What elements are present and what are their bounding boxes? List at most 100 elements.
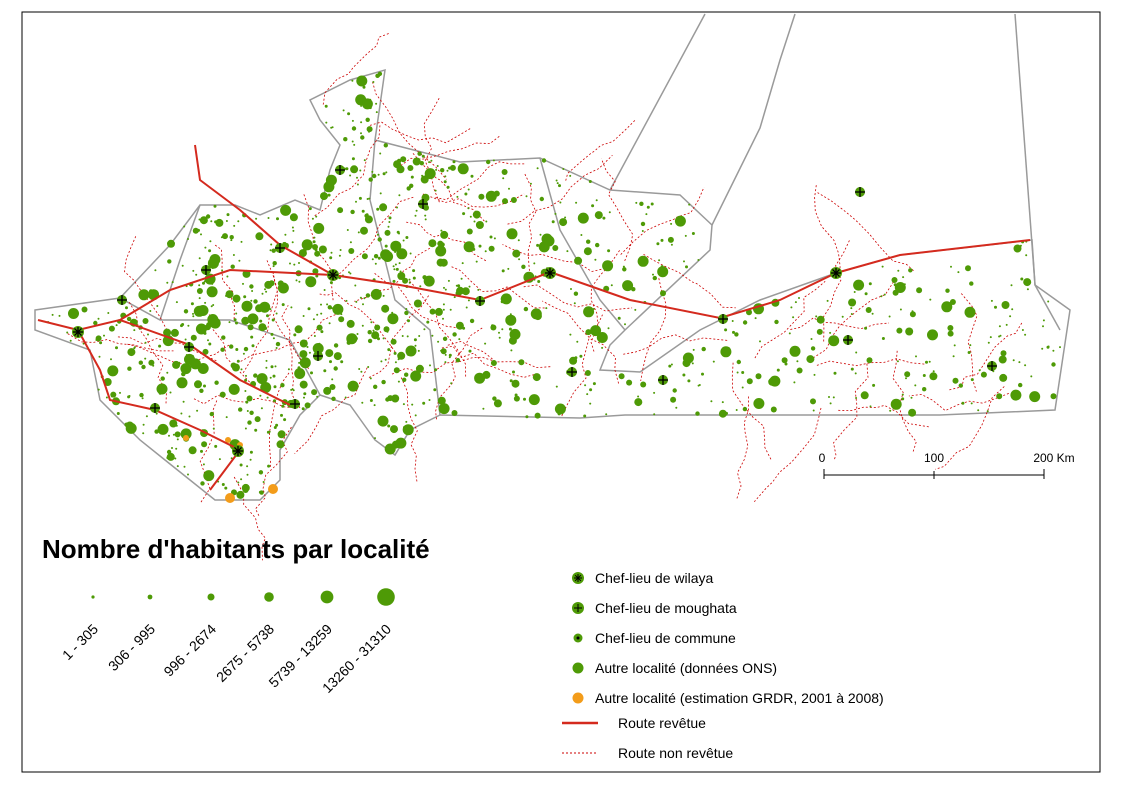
locality: [695, 411, 700, 416]
locality: [932, 370, 935, 373]
locality: [298, 280, 301, 283]
locality: [238, 259, 241, 262]
locality: [305, 276, 317, 288]
locality: [541, 158, 547, 163]
locality: [226, 213, 230, 217]
locality: [482, 407, 485, 410]
locality: [635, 201, 638, 204]
locality: [720, 346, 732, 358]
locality: [385, 397, 390, 402]
locality: [573, 291, 579, 296]
locality: [313, 236, 316, 239]
locality: [192, 315, 195, 318]
locality: [358, 368, 361, 370]
locality: [361, 253, 368, 260]
legend-symbol: [572, 692, 584, 704]
locality: [424, 168, 436, 180]
locality: [304, 402, 311, 409]
locality: [242, 269, 251, 278]
locality: [188, 415, 191, 418]
locality: [387, 313, 399, 325]
locality: [536, 243, 540, 247]
unpaved-road: [322, 33, 390, 105]
locality: [796, 360, 799, 363]
locality: [218, 458, 221, 461]
locality: [556, 182, 559, 185]
locality: [637, 395, 640, 398]
locality: [127, 395, 131, 399]
locality: [645, 213, 648, 216]
locality: [589, 388, 593, 392]
locality: [176, 377, 188, 389]
legend-label: Autre localité (données ONS): [595, 660, 777, 676]
locality: [169, 419, 178, 428]
locality: [998, 325, 1001, 328]
locality: [595, 242, 600, 248]
locality: [243, 346, 249, 352]
locality: [1010, 389, 1022, 401]
locality: [880, 295, 883, 298]
locality: [221, 335, 226, 340]
locality: [242, 487, 249, 493]
unpaved-road: [838, 404, 931, 428]
locality: [69, 339, 72, 342]
locality: [187, 324, 190, 327]
locality: [736, 359, 741, 365]
locality: [306, 242, 312, 247]
locality: [312, 268, 319, 275]
locality: [224, 486, 228, 490]
locality: [166, 452, 175, 461]
locality: [97, 388, 100, 391]
locality: [183, 225, 186, 228]
locality: [541, 233, 553, 245]
locality: [437, 340, 440, 343]
locality: [198, 284, 201, 287]
locality: [176, 465, 179, 468]
unpaved-road: [817, 192, 914, 271]
locality: [240, 478, 243, 481]
locality: [329, 384, 336, 390]
locality: [634, 308, 637, 311]
locality: [228, 321, 231, 324]
locality: [303, 392, 307, 396]
locality: [325, 121, 328, 124]
locality: [1001, 301, 1010, 309]
locality: [207, 339, 209, 342]
locality: [166, 371, 169, 374]
locality: [426, 320, 430, 324]
locality: [405, 308, 408, 310]
locality: [510, 197, 517, 203]
locality: [331, 378, 334, 381]
locality: [360, 121, 363, 124]
locality: [477, 288, 480, 291]
locality: [184, 353, 195, 365]
locality: [952, 355, 955, 358]
locality: [51, 313, 54, 316]
locality: [414, 214, 417, 217]
locality: [721, 401, 724, 404]
locality: [232, 254, 235, 256]
locality: [440, 168, 445, 173]
locality: [235, 321, 238, 325]
locality: [634, 398, 643, 407]
locality: [315, 215, 318, 218]
locality: [347, 380, 359, 392]
locality: [105, 382, 108, 385]
locality: [185, 354, 188, 356]
locality: [273, 385, 277, 389]
locality: [214, 380, 219, 385]
locality: [402, 377, 407, 382]
locality: [449, 308, 452, 311]
locality: [589, 402, 592, 405]
locality: [369, 377, 372, 380]
locality: [263, 302, 267, 306]
locality: [133, 347, 136, 350]
locality: [353, 143, 356, 146]
locality: [610, 284, 613, 287]
locality: [1010, 284, 1013, 287]
locality: [437, 396, 446, 405]
locality: [961, 401, 965, 405]
locality: [473, 220, 476, 223]
locality: [367, 330, 372, 335]
locality: [915, 355, 917, 358]
